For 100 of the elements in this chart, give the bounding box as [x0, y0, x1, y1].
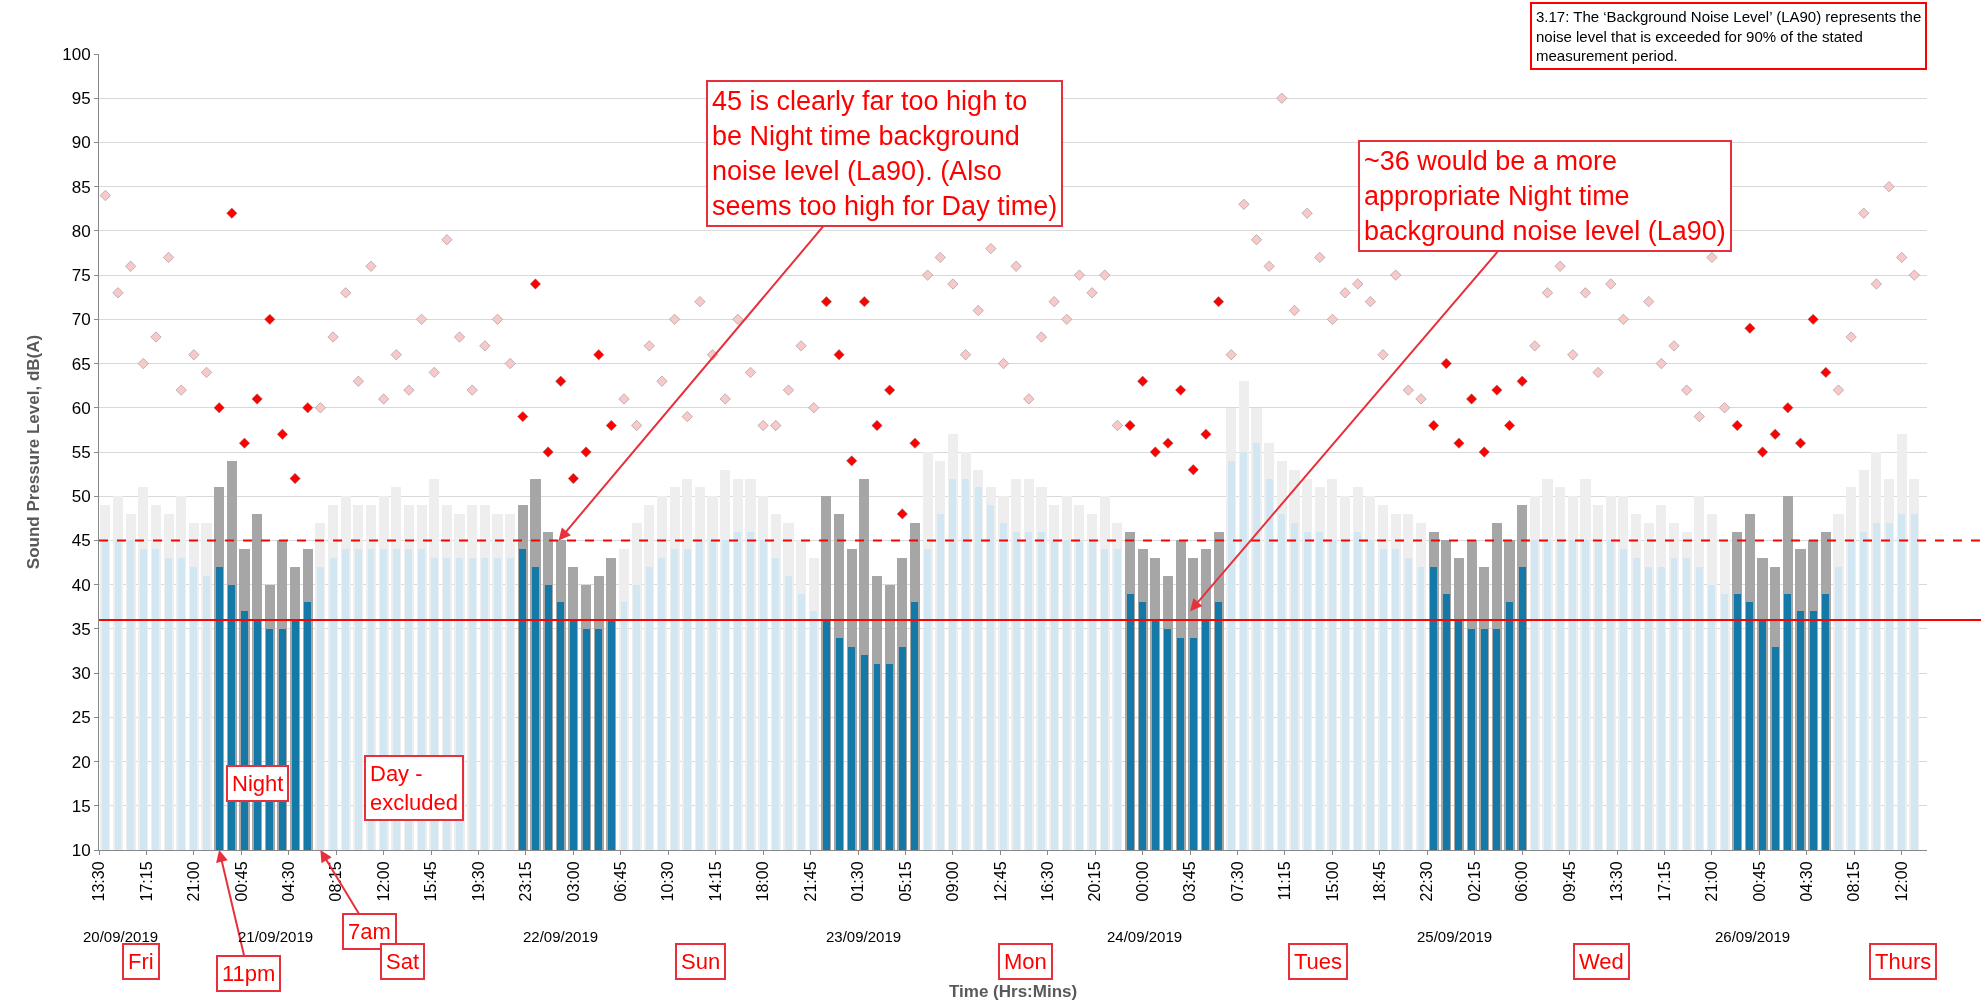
x-tick-label: 05:15	[896, 861, 914, 902]
x-tick-label: 19:30	[469, 861, 487, 902]
point	[517, 410, 529, 423]
annotation: 22/09/2019	[523, 928, 599, 945]
point	[238, 437, 251, 449]
x-tick-label: 21:00	[1703, 861, 1721, 902]
point	[289, 472, 301, 485]
y-tick-label: 20	[71, 752, 91, 772]
annotation: ~36 would be a more appropriate Night time background noise level (La90)	[1364, 146, 1726, 247]
y-tick-label: 85	[71, 177, 91, 197]
point	[1187, 463, 1199, 476]
point	[302, 402, 314, 414]
point	[1174, 384, 1187, 396]
y-tick-label: 95	[71, 89, 91, 109]
point	[858, 295, 871, 308]
y-axis-title: Sound Pressure Level, dB(A)	[23, 334, 43, 570]
x-tick-label: 17:15	[137, 861, 155, 902]
x-tick-label: 03:45	[1181, 861, 1199, 902]
x-tick-label: 21:00	[185, 861, 203, 902]
annotation: 24/09/2019	[1107, 928, 1183, 945]
text: Sun	[681, 949, 721, 974]
point	[542, 446, 554, 458]
x-tick-label: 12:00	[1892, 861, 1910, 902]
x-tick-label: 04:30	[279, 861, 297, 902]
x-tick-label: 08:15	[327, 861, 345, 902]
x-tick-label: 06:00	[1513, 861, 1531, 902]
x-tick-label: 12:00	[374, 861, 392, 902]
point	[529, 278, 542, 290]
annotation: 11pm	[222, 961, 276, 986]
text: Tues	[1294, 949, 1343, 974]
point	[555, 375, 567, 387]
x-tick-label: 06:45	[612, 861, 630, 902]
point	[605, 419, 618, 432]
point	[1769, 428, 1781, 441]
point	[883, 384, 896, 396]
point	[1744, 322, 1756, 334]
point	[1503, 419, 1516, 432]
annotation: 26/09/2019	[1715, 928, 1791, 945]
y-tick-label: 10	[71, 840, 91, 860]
y-tick-label: 100	[62, 44, 91, 64]
x-tick-label: 16:30	[1038, 861, 1056, 902]
point	[1149, 446, 1162, 458]
x-tick-label: 10:30	[659, 861, 677, 902]
x-tick-label: 14:15	[706, 861, 724, 902]
point	[1756, 446, 1769, 458]
point	[593, 349, 605, 361]
y-tick-label: 25	[71, 708, 91, 728]
text: Wed	[1579, 949, 1624, 974]
x-tick-label: 18:45	[1371, 861, 1389, 902]
x-tick-label: 00:45	[1750, 861, 1768, 902]
annotation: 3.17: The ‘Background Noise Level’ (LA90) represents the noise level that is exceeded for 90% of the stated measurement period.	[1536, 8, 1922, 64]
point	[1478, 446, 1490, 458]
x-tick-label: 12:45	[991, 861, 1009, 902]
point	[1212, 295, 1225, 308]
x-tick-label: 09:00	[944, 861, 962, 902]
point	[833, 349, 845, 361]
y-tick-label: 75	[71, 266, 91, 286]
x-tick-label: 11:15	[1276, 861, 1294, 901]
x-axis-title: Time (Hrs:Mins)	[949, 982, 1078, 1001]
annotation: 23/09/2019	[826, 928, 902, 945]
y-tick-label: 55	[71, 442, 91, 462]
x-tick-label: 04:30	[1798, 861, 1816, 902]
point	[251, 393, 263, 405]
x-tick-label: 01:30	[849, 861, 867, 902]
y-tick-label: 90	[71, 133, 91, 153]
y-tick-label: 80	[71, 221, 91, 241]
y-tick-label: 15	[71, 796, 91, 816]
x-tick-label: 07:30	[1228, 861, 1246, 902]
point	[213, 402, 225, 414]
point	[871, 419, 883, 432]
x-tick-label: 15:00	[1323, 861, 1341, 902]
point	[226, 207, 238, 219]
point	[909, 437, 921, 449]
point	[567, 472, 580, 485]
point	[1440, 357, 1452, 370]
point	[1820, 366, 1832, 379]
point	[1453, 437, 1465, 449]
point	[1124, 419, 1136, 432]
text: Mon	[1004, 949, 1047, 974]
point	[1491, 384, 1503, 396]
annotation: 25/09/2019	[1417, 928, 1493, 945]
x-tick-label: 13:30	[90, 861, 108, 902]
x-tick-label: 15:45	[422, 861, 440, 902]
point	[846, 455, 858, 467]
text: Fri	[128, 949, 154, 974]
point	[1731, 419, 1743, 432]
x-tick-label: 22:30	[1418, 861, 1436, 902]
point	[1136, 375, 1149, 387]
point	[896, 508, 909, 520]
point	[580, 446, 592, 458]
y-tick-label: 70	[71, 310, 91, 330]
x-tick-label: 17:15	[1655, 861, 1673, 902]
x-tick-label: 00:45	[232, 861, 250, 902]
x-tick-label: 21:45	[801, 861, 819, 902]
y-tick-label: 35	[71, 619, 91, 639]
x-tick-label: 09:45	[1560, 861, 1578, 902]
x-tick-label: 18:00	[754, 861, 772, 902]
point	[1427, 419, 1440, 432]
point	[1807, 313, 1819, 326]
annotation: Day - excluded	[370, 761, 459, 815]
